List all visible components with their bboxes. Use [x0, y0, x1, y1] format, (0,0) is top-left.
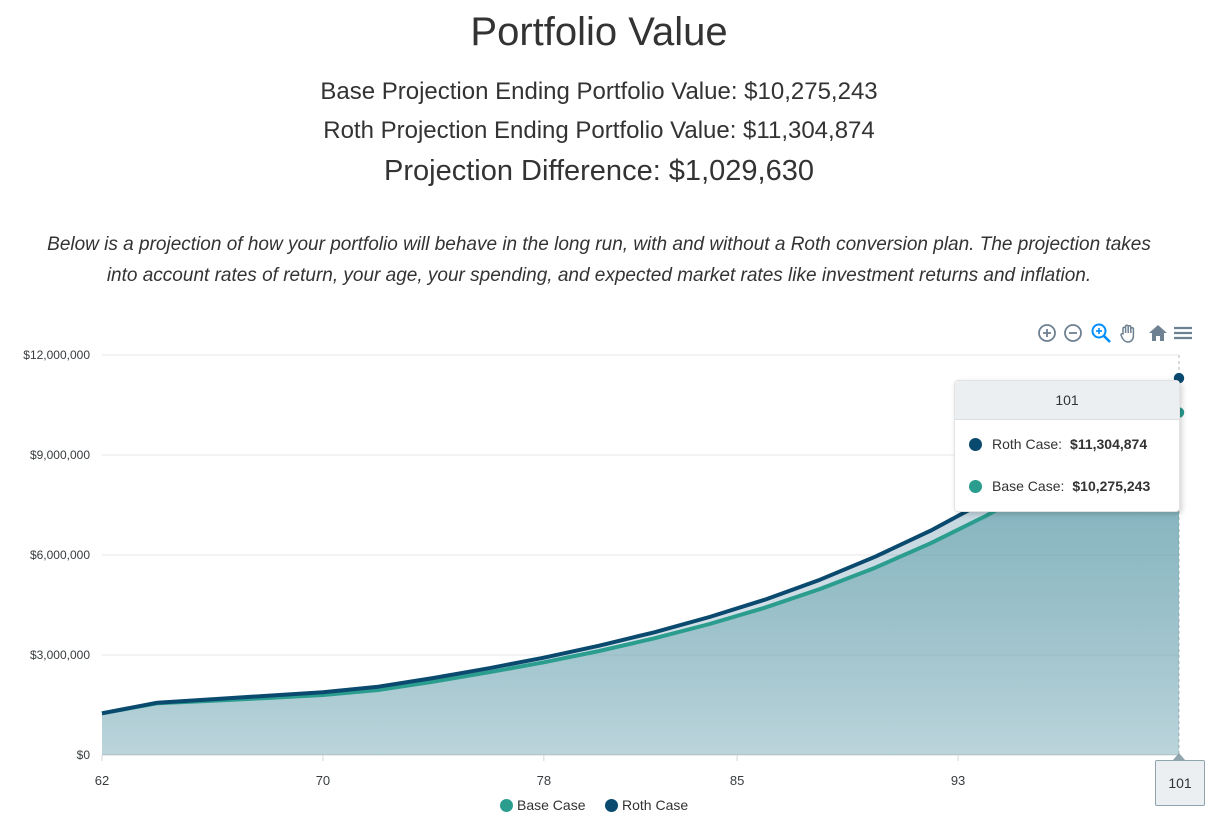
pan-hand-icon[interactable] — [1117, 322, 1139, 344]
projection-difference: Projection Difference: $1,029,630 — [384, 155, 814, 187]
chart-legend: Base Case Roth Case — [500, 797, 700, 817]
x-tick-label: 70 — [316, 773, 330, 788]
tooltip-roth-label: Roth Case: — [992, 436, 1063, 452]
menu-icon[interactable] — [1172, 322, 1194, 344]
legend-item-roth-case[interactable]: Roth Case — [605, 797, 688, 813]
y-tick-label: $12,000,000 — [23, 348, 90, 362]
zoom-out-icon[interactable] — [1062, 322, 1084, 344]
tooltip-row-base: Base Case: $10,275,243 — [969, 478, 1150, 494]
zoom-in-icon[interactable] — [1036, 322, 1058, 344]
chart-tooltip: 101 Roth Case: $11,304,874 Base Case: $10,… — [954, 380, 1180, 512]
base-dot-icon — [969, 480, 982, 493]
chart-description: Below is a projection of how your portfo… — [47, 234, 1151, 286]
legend-base-dot-icon — [500, 799, 513, 812]
base-case-area — [102, 412, 1179, 755]
chart-toolbar — [1036, 322, 1196, 346]
tooltip-base-value: $10,275,243 — [1072, 478, 1151, 494]
x-tick-label: 93 — [951, 773, 965, 788]
tooltip-row-roth: Roth Case: $11,304,874 — [969, 436, 1147, 452]
tooltip-title: 101 — [955, 381, 1179, 420]
x-tick-label: 85 — [730, 773, 744, 788]
roth-dot-icon — [969, 438, 982, 451]
reset-home-icon[interactable] — [1147, 322, 1169, 344]
selection-zoom-icon[interactable] — [1090, 322, 1112, 344]
legend-base-label: Base Case — [517, 797, 586, 813]
y-tick-label: $9,000,000 — [30, 448, 90, 462]
legend-roth-dot-icon — [605, 799, 618, 812]
x-crosshair-badge: 101 — [1155, 760, 1205, 806]
legend-item-base-case[interactable]: Base Case — [500, 797, 585, 813]
x-tick-label: 78 — [537, 773, 551, 788]
page-title: Portfolio Value — [470, 10, 728, 54]
tooltip-roth-value: $11,304,874 — [1070, 436, 1148, 452]
x-tick-label: 62 — [95, 773, 109, 788]
chart-areas — [102, 378, 1179, 755]
y-tick-label: $0 — [77, 748, 91, 762]
roth-projection-summary: Roth Projection Ending Portfolio Value: … — [323, 117, 875, 144]
legend-roth-label: Roth Case — [622, 797, 689, 813]
y-tick-label: $3,000,000 — [30, 648, 90, 662]
x-badge-arrow — [1173, 753, 1185, 760]
tooltip-base-label: Base Case: — [992, 478, 1065, 494]
y-tick-label: $6,000,000 — [30, 548, 90, 562]
base-projection-summary: Base Projection Ending Portfolio Value: … — [320, 78, 878, 105]
